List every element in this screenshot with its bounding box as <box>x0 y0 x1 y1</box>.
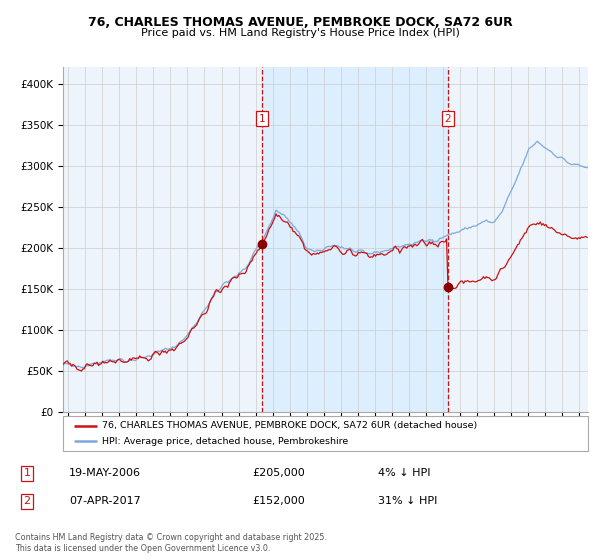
Text: £152,000: £152,000 <box>252 496 305 506</box>
Bar <box>262 67 448 412</box>
Text: £205,000: £205,000 <box>252 468 305 478</box>
Text: Price paid vs. HM Land Registry's House Price Index (HPI): Price paid vs. HM Land Registry's House … <box>140 28 460 38</box>
Text: 4% ↓ HPI: 4% ↓ HPI <box>378 468 431 478</box>
Text: 76, CHARLES THOMAS AVENUE, PEMBROKE DOCK, SA72 6UR (detached house): 76, CHARLES THOMAS AVENUE, PEMBROKE DOCK… <box>103 421 478 430</box>
FancyBboxPatch shape <box>63 416 588 451</box>
Text: 2: 2 <box>23 496 31 506</box>
Text: 19-MAY-2006: 19-MAY-2006 <box>69 468 141 478</box>
Text: HPI: Average price, detached house, Pembrokeshire: HPI: Average price, detached house, Pemb… <box>103 437 349 446</box>
Text: 1: 1 <box>259 114 265 124</box>
Text: 1: 1 <box>23 468 31 478</box>
Text: 76, CHARLES THOMAS AVENUE, PEMBROKE DOCK, SA72 6UR: 76, CHARLES THOMAS AVENUE, PEMBROKE DOCK… <box>88 16 512 29</box>
Text: Contains HM Land Registry data © Crown copyright and database right 2025.
This d: Contains HM Land Registry data © Crown c… <box>15 533 327 553</box>
Text: 31% ↓ HPI: 31% ↓ HPI <box>378 496 437 506</box>
Text: 07-APR-2017: 07-APR-2017 <box>69 496 141 506</box>
Text: 2: 2 <box>445 114 451 124</box>
